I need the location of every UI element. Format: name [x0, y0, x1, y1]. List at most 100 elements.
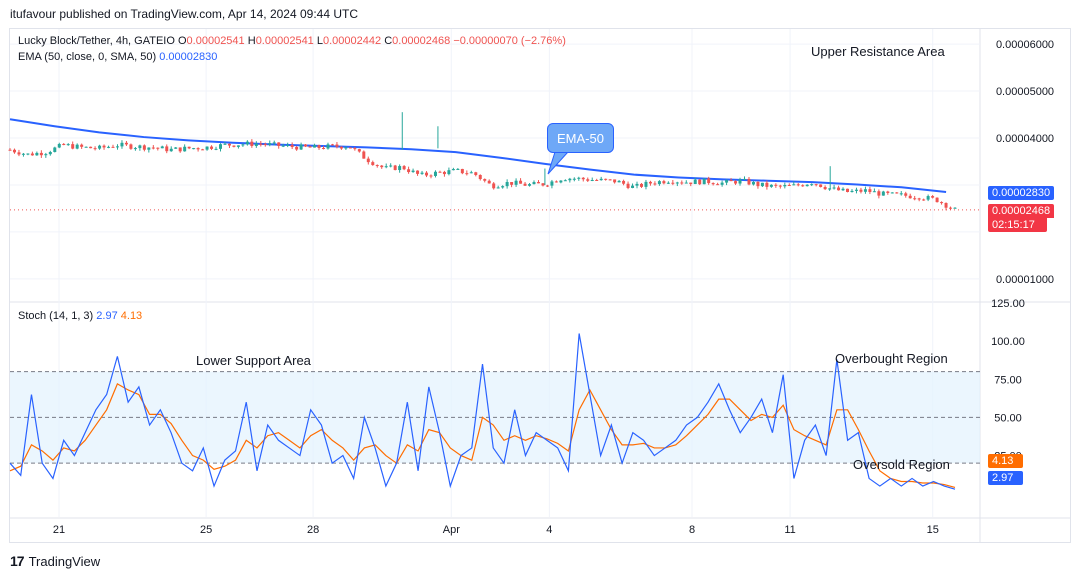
candle-body: [178, 147, 182, 152]
candle-body: [828, 188, 832, 190]
stoch-k-line: [9, 333, 956, 490]
candle-body: [492, 183, 496, 189]
candle-body: [156, 147, 160, 149]
candle-body: [339, 146, 343, 149]
candle-body: [514, 180, 518, 185]
candle-body: [120, 142, 124, 147]
candle-body: [711, 183, 715, 185]
candle-body: [196, 148, 200, 150]
candle-body: [926, 196, 930, 200]
candles: [8, 112, 957, 211]
candle-body: [796, 184, 800, 186]
candle-body: [756, 182, 760, 187]
candle-body: [577, 177, 581, 179]
candle-body: [12, 149, 16, 153]
candle-body: [751, 182, 755, 185]
candle-body: [366, 158, 370, 163]
candle-body: [17, 152, 21, 155]
candle-body: [505, 182, 509, 187]
overbought-label: Overbought Region: [835, 351, 948, 366]
price-tick-label: 0.00001000: [996, 274, 1054, 286]
upper-resistance-label: Upper Resistance Area: [811, 44, 945, 59]
candle-body: [84, 146, 88, 148]
candle-body: [89, 146, 93, 149]
candle-body: [362, 151, 366, 159]
candle-body: [111, 146, 115, 148]
candle-body: [205, 146, 209, 150]
candle-body: [617, 180, 621, 183]
candle-body: [236, 145, 240, 147]
candle-body: [115, 146, 119, 148]
candle-body: [62, 143, 66, 145]
candle-body: [169, 148, 173, 152]
candle-body: [402, 166, 406, 170]
candle-body: [201, 149, 205, 151]
candle-body: [716, 184, 720, 186]
time-tick-label: 15: [927, 524, 939, 536]
candle-body: [743, 178, 747, 180]
candle-body: [774, 184, 778, 186]
candle-body: [371, 162, 375, 166]
stoch-tick-label: 50.00: [994, 412, 1022, 424]
publisher-info: itufavour published on TradingView.com, …: [10, 7, 358, 21]
candle-body: [304, 144, 308, 147]
stoch-legend: Stoch (14, 1, 3) 2.97 4.13: [18, 310, 142, 322]
time-tick-label: 8: [689, 524, 695, 536]
candle-body: [519, 180, 523, 184]
candle-body: [416, 170, 420, 174]
candle-body: [442, 171, 446, 175]
candle-body: [554, 181, 558, 183]
stoch-band: [10, 371, 980, 464]
candle-body: [357, 149, 361, 152]
candle-body: [563, 180, 567, 182]
candle-body: [250, 141, 254, 146]
candle-body: [183, 146, 187, 152]
candle-body: [44, 154, 48, 156]
candle-body: [801, 185, 805, 187]
candle-body: [272, 142, 276, 144]
candle-body: [707, 178, 711, 184]
lower-support-label: Lower Support Area: [196, 353, 311, 368]
candle-body: [550, 181, 554, 186]
candle-body: [949, 207, 953, 209]
candle-body: [496, 187, 500, 189]
candle-body: [532, 182, 536, 185]
candle-body: [510, 182, 514, 185]
candle-body: [299, 144, 303, 150]
candle-body: [886, 191, 890, 193]
candle-body: [631, 185, 635, 188]
candle-body: [429, 175, 433, 177]
footer-brand[interactable]: 17 TradingView: [10, 553, 100, 569]
candle-body: [590, 179, 594, 181]
time-tick-label: Apr: [443, 524, 460, 536]
countdown-tag: 02:15:17: [988, 218, 1047, 232]
chart-frame: [9, 28, 1071, 543]
candle-body: [819, 184, 823, 188]
candle-body: [308, 146, 312, 148]
candle-body: [227, 143, 231, 146]
candle-body: [232, 145, 236, 147]
candle-body: [469, 172, 473, 174]
candle-body: [595, 179, 599, 181]
candle-body: [375, 165, 379, 167]
candle-body: [438, 171, 442, 173]
candle-body: [765, 182, 769, 187]
candle-body: [53, 147, 57, 153]
candle-body: [899, 193, 903, 195]
candle-body: [635, 183, 639, 186]
candle-body: [608, 179, 612, 181]
candle-body: [322, 148, 326, 150]
candle-body: [877, 191, 881, 196]
candle-body: [124, 142, 128, 145]
candle-body: [523, 183, 527, 186]
candle-body: [734, 181, 738, 184]
candle-body: [738, 179, 742, 184]
stoch-d-tag: 4.13: [988, 454, 1024, 468]
candle-body: [653, 183, 657, 185]
ema-50-line: [9, 118, 947, 193]
candle-body: [698, 179, 702, 185]
candle-body: [174, 147, 178, 149]
candle-body: [895, 192, 899, 194]
candle-body: [644, 181, 648, 187]
